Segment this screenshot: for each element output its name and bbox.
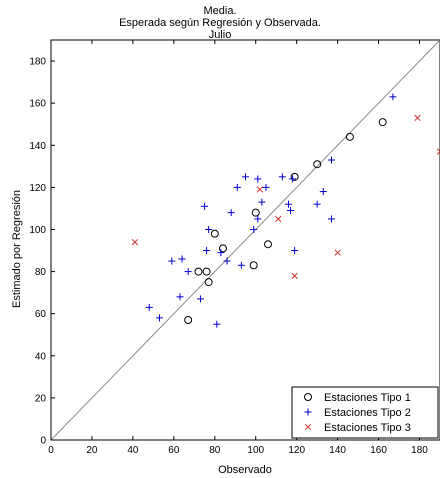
- x-tick-label: 180: [411, 445, 428, 456]
- data-point-series-2: [327, 215, 335, 223]
- data-point-series-2: [233, 183, 241, 191]
- data-point-series-1: [290, 172, 299, 181]
- legend: Estaciones Tipo 1 Estaciones Tipo 2 Estaci…: [291, 386, 439, 439]
- chart-title-line-2: Esperada según Regresión y Observada.: [119, 17, 321, 29]
- y-tick-label: 40: [35, 351, 47, 362]
- data-point-series-1: [378, 118, 387, 127]
- data-point-series-1: [204, 278, 213, 287]
- data-point-series-2: [289, 175, 297, 183]
- y-tick-label: 80: [35, 267, 47, 278]
- data-point-series-2: [217, 249, 225, 257]
- data-point-series-2: [168, 257, 176, 265]
- data-point-series-2: [196, 295, 204, 303]
- x-tick-label: 20: [86, 445, 98, 456]
- data-point-series-2: [145, 303, 153, 311]
- legend-marker-3: [304, 423, 312, 431]
- legend-label-3: Estaciones Tipo 3: [324, 422, 411, 434]
- data-points: [131, 93, 440, 328]
- legend-label-1: Estaciones Tipo 1: [324, 392, 411, 404]
- data-point-series-3: [131, 238, 139, 246]
- data-point-series-3: [436, 148, 440, 155]
- data-point-series-2: [287, 207, 295, 215]
- data-point-series-2: [156, 314, 164, 322]
- chart-title-line-1: Media.: [203, 5, 237, 17]
- data-point-series-2: [327, 156, 335, 164]
- plot-area: [50, 39, 440, 441]
- data-point-series-1: [210, 229, 219, 238]
- data-point-series-2: [203, 247, 211, 255]
- data-point-series-2: [284, 200, 292, 208]
- x-tick-label: 0: [48, 445, 54, 456]
- data-point-series-3: [256, 186, 263, 193]
- data-point-series-2: [250, 225, 258, 233]
- data-point-series-2: [291, 247, 299, 255]
- data-point-series-1: [218, 244, 227, 253]
- y-tick-label: 180: [29, 57, 46, 68]
- data-point-series-3: [414, 114, 421, 122]
- data-point-series-2: [254, 175, 262, 183]
- x-tick-label: 80: [209, 445, 221, 456]
- legend-box: [291, 386, 439, 439]
- legend-marker-1: [304, 393, 312, 401]
- x-tick-label: 100: [247, 445, 264, 456]
- x-tick-label: 60: [168, 445, 180, 456]
- y-tick-label: 120: [29, 183, 46, 194]
- y-axis-label: Estimado por Regresión: [11, 190, 23, 308]
- x-axis-label: Observado: [218, 464, 272, 476]
- data-point-series-1: [184, 316, 193, 324]
- data-point-series-2: [184, 268, 192, 276]
- x-tick-label: 160: [370, 445, 387, 456]
- data-point-series-2: [319, 188, 327, 196]
- data-point-series-2: [313, 200, 321, 208]
- data-point-series-2: [242, 173, 249, 181]
- data-point-series-2: [201, 202, 209, 210]
- y-tick-label: 100: [29, 225, 46, 236]
- data-point-series-1: [251, 208, 260, 217]
- y-tick-label: 0: [40, 436, 46, 447]
- data-point-series-3: [275, 215, 282, 223]
- data-point-series-1: [345, 132, 354, 141]
- data-point-series-2: [227, 209, 235, 217]
- data-point-series-2: [205, 225, 213, 233]
- legend-marker-2: [304, 408, 312, 416]
- data-point-series-3: [334, 249, 341, 256]
- data-point-series-2: [223, 257, 231, 265]
- data-point-series-2: [262, 183, 270, 191]
- data-point-series-2: [258, 198, 266, 206]
- data-point-series-1: [194, 267, 203, 276]
- legend-label-2: Estaciones Tipo 2: [324, 407, 411, 419]
- y-tick-label: 160: [29, 99, 46, 110]
- y-tick-label: 20: [35, 393, 47, 404]
- chart-title-line-3: Julio: [208, 29, 232, 41]
- x-tick-label: 120: [288, 445, 305, 456]
- axis-ticks: 0 20 40 60 80 100 120 140 160 180 0 20 40 60 80 100 120 1…: [29, 40, 428, 456]
- data-point-series-1: [313, 160, 322, 169]
- data-point-series-1: [202, 267, 211, 276]
- data-point-series-3: [291, 272, 298, 279]
- data-point-series-2: [389, 93, 397, 101]
- data-point-series-2: [176, 293, 184, 301]
- x-tick-label: 140: [329, 445, 346, 456]
- data-point-series-1: [264, 240, 273, 249]
- data-point-series-2: [178, 255, 186, 263]
- y-tick-label: 60: [35, 309, 47, 320]
- y-tick-label: 140: [29, 141, 46, 152]
- x-tick-label: 40: [127, 445, 139, 456]
- data-point-series-2: [278, 173, 286, 181]
- data-point-series-2: [237, 261, 245, 269]
- data-point-series-1: [249, 261, 258, 270]
- reference-line: [50, 39, 440, 441]
- data-point-series-2: [213, 320, 221, 328]
- data-point-series-2: [254, 215, 262, 223]
